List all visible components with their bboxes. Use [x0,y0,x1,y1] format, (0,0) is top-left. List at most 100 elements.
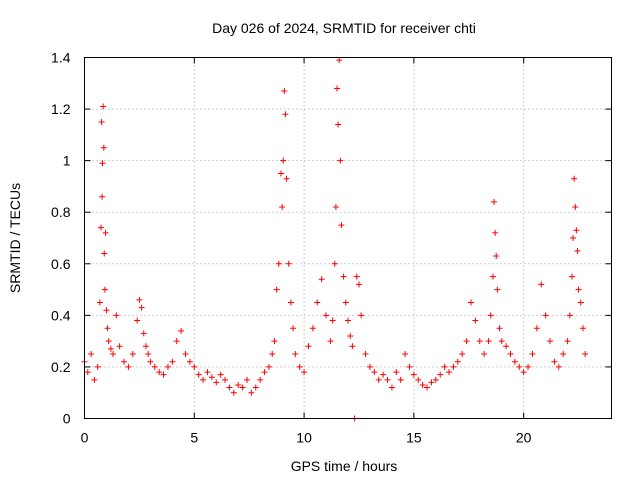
y-tick-label: 1.2 [51,101,71,117]
data-point [349,343,356,350]
x-axis-label: GPS time / hours [291,458,398,474]
y-tick-label: 0.8 [51,204,71,220]
data-point [428,379,435,386]
data-point [151,363,158,370]
data-point [533,325,540,332]
data-point [275,260,282,267]
data-point [459,351,466,358]
data-point [102,229,109,236]
data-point [362,351,369,358]
data-point [338,222,345,229]
data-point [91,376,98,383]
data-point [335,121,342,128]
data-point [101,286,108,293]
data-point [353,273,360,280]
data-point [572,204,579,211]
data-point [113,312,120,319]
data-point [136,296,143,303]
grid [84,57,612,419]
data-point [454,358,461,365]
data-point [388,384,395,391]
data-points [81,57,589,422]
data-point [560,351,567,358]
data-point [547,338,554,345]
data-point [278,170,285,177]
data-point [235,381,242,388]
data-point [577,299,584,306]
data-point [186,358,193,365]
data-point [99,193,106,200]
data-point [366,363,373,370]
data-point [222,376,229,383]
data-point [305,343,312,350]
data-point [279,204,286,211]
data-point [99,160,106,167]
data-point [516,363,523,370]
data-point [96,299,103,306]
data-point [437,371,444,378]
data-point [169,358,176,365]
data-point [292,351,299,358]
data-point [97,224,104,231]
data-point [145,351,152,358]
data-point [574,247,581,254]
data-point [441,363,448,370]
data-point [340,273,347,280]
data-point [358,312,365,319]
data-point [520,369,527,376]
data-point [582,351,589,358]
data-point [287,299,294,306]
data-point [538,281,545,288]
data-point [331,260,338,267]
y-tick-label: 0.2 [51,359,71,375]
x-tick-label: 5 [190,430,198,446]
data-point [507,351,514,358]
data-point [100,144,107,151]
data-point [110,351,117,358]
x-tick-label: 20 [516,430,532,446]
data-point [282,111,289,118]
data-point [571,175,578,182]
y-axis-label: SRMTID / TECUs [7,183,23,293]
data-point [100,103,107,110]
data-point [375,376,382,383]
y-tick-label: 0 [63,411,71,427]
data-point [489,273,496,280]
data-point [309,325,316,332]
data-point [104,325,111,332]
data-point [84,369,91,376]
x-tick-label: 15 [406,430,422,446]
data-point [105,338,112,345]
data-point [493,253,500,260]
data-point [101,250,108,257]
data-point [566,312,573,319]
data-point [273,286,280,293]
x-tick-label: 0 [81,430,89,446]
data-point [265,363,272,370]
data-point [248,389,255,396]
data-point [415,376,422,383]
data-point [140,330,147,337]
plot-frame [84,57,612,419]
data-point [371,369,378,376]
data-point [243,376,250,383]
data-point [498,338,505,345]
data-point [327,338,334,345]
data-point [424,384,431,391]
data-point [579,325,586,332]
data-point [485,338,492,345]
x-tick-label: 10 [296,430,312,446]
data-point [384,376,391,383]
data-point [570,235,577,241]
data-point [164,363,171,370]
data-point [261,369,268,376]
data-point [94,363,101,370]
data-point [334,85,341,92]
data-point [355,281,362,288]
data-point [257,376,264,383]
data-point [160,371,167,378]
axis-tick-labels: 0 0.2 0.4 0.6 0.8 1 1.2 1.4 0 5 10 15 20 [51,50,532,446]
data-point [314,299,321,306]
data-point [283,175,290,182]
data-point [402,351,409,358]
